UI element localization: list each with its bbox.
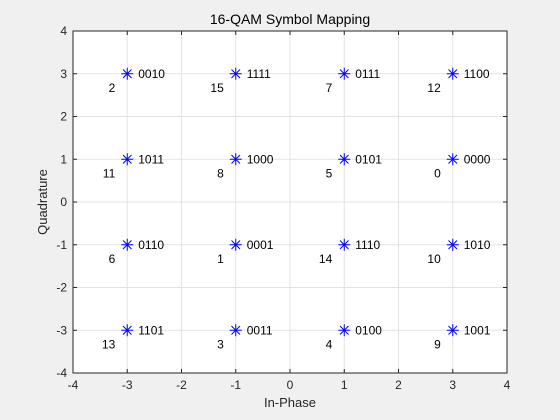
data-point: [338, 153, 351, 166]
data-point: [121, 153, 134, 166]
y-axis-title: Quadrature: [35, 169, 50, 235]
y-tick-label: -2: [56, 281, 67, 295]
data-point: [446, 67, 459, 80]
x-tick-label: -3: [122, 378, 133, 392]
bit-label: 0000: [464, 152, 491, 166]
index-label: 5: [326, 166, 333, 180]
data-point: [229, 324, 242, 337]
data-point: [121, 238, 134, 251]
index-label: 13: [102, 337, 116, 351]
bit-label: 0011: [247, 323, 273, 337]
index-label: 0: [434, 166, 441, 180]
bit-label: 1011: [138, 152, 164, 166]
index-label: 6: [109, 252, 116, 266]
index-label: 15: [210, 81, 224, 95]
index-label: 14: [319, 252, 333, 266]
bit-label: 0100: [355, 323, 382, 337]
x-tick-label: -4: [68, 378, 79, 392]
bit-label: 1001: [464, 323, 491, 337]
data-point: [446, 324, 459, 337]
x-tick-label: 4: [504, 378, 511, 392]
bit-label: 1100: [464, 67, 490, 81]
x-tick-label: 3: [449, 378, 456, 392]
index-label: 3: [217, 337, 224, 351]
index-label: 4: [326, 337, 333, 351]
y-tick-label: 1: [60, 152, 67, 166]
x-tick-label: -1: [230, 378, 241, 392]
data-point: [229, 153, 242, 166]
data-points: 0010211111501117110012101111100080101500…: [102, 67, 491, 352]
data-point: [229, 67, 242, 80]
bit-label: 1010: [464, 238, 491, 252]
x-tick-label: -2: [176, 378, 187, 392]
index-label: 11: [103, 166, 116, 180]
x-tick-label: 2: [395, 378, 402, 392]
x-axis-title: In-Phase: [264, 395, 316, 410]
data-point: [446, 153, 459, 166]
y-tick-label: 4: [60, 24, 67, 38]
y-tick-label: 0: [60, 195, 67, 209]
data-point: [338, 238, 351, 251]
index-label: 12: [427, 81, 441, 95]
x-tick-label: 0: [287, 378, 294, 392]
bit-label: 1101: [138, 323, 164, 337]
y-tick-label: 3: [60, 67, 67, 81]
data-point: [229, 238, 242, 251]
data-point: [121, 324, 134, 337]
bit-label: 0001: [247, 238, 274, 252]
bit-label: 0111: [355, 67, 380, 81]
bit-label: 0110: [138, 238, 164, 252]
y-tick-label: 2: [60, 110, 67, 124]
y-tick-label: -3: [56, 323, 67, 337]
index-label: 8: [217, 166, 224, 180]
index-label: 9: [434, 337, 441, 351]
bit-label: 1000: [247, 152, 274, 166]
bit-label: 1111: [247, 67, 271, 81]
data-point: [338, 67, 351, 80]
y-tick-label: -4: [56, 366, 67, 380]
x-tick-label: 1: [341, 378, 348, 392]
index-label: 2: [109, 81, 116, 95]
data-point: [446, 238, 459, 251]
bit-label: 1110: [355, 238, 380, 252]
chart-title: 16-QAM Symbol Mapping: [210, 11, 370, 27]
data-point: [121, 67, 134, 80]
index-label: 7: [326, 81, 333, 95]
bit-label: 0101: [355, 152, 382, 166]
y-tick-label: -1: [56, 238, 67, 252]
data-point: [338, 324, 351, 337]
index-label: 1: [217, 252, 224, 266]
index-label: 10: [427, 252, 441, 266]
bit-label: 0010: [138, 67, 165, 81]
